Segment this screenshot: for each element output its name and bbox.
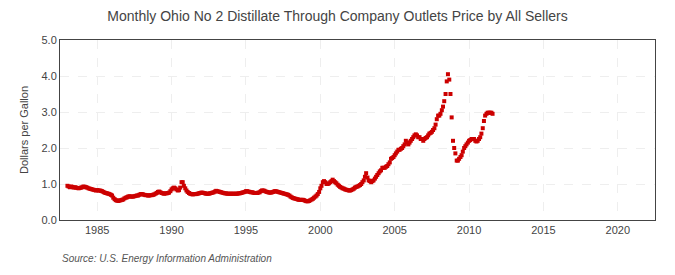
svg-text:Source: U.S. Energy Informatio: Source: U.S. Energy Information Administ…: [62, 253, 272, 264]
svg-text:1.0: 1.0: [42, 178, 57, 190]
svg-text:1995: 1995: [234, 224, 258, 236]
svg-text:2.0: 2.0: [42, 142, 57, 154]
svg-text:0.0: 0.0: [42, 214, 57, 226]
svg-text:2000: 2000: [308, 224, 332, 236]
svg-text:5.0: 5.0: [42, 34, 57, 46]
svg-text:Monthly Ohio No 2 Distillate T: Monthly Ohio No 2 Distillate Through Com…: [107, 8, 567, 24]
svg-text:4.0: 4.0: [42, 70, 57, 82]
svg-text:2010: 2010: [457, 224, 481, 236]
svg-text:2015: 2015: [531, 224, 555, 236]
svg-text:3.0: 3.0: [42, 106, 57, 118]
svg-text:2005: 2005: [382, 224, 406, 236]
svg-text:1990: 1990: [159, 224, 183, 236]
svg-text:Dollars per Gallon: Dollars per Gallon: [18, 86, 30, 174]
svg-text:2020: 2020: [606, 224, 630, 236]
svg-text:1985: 1985: [85, 224, 109, 236]
